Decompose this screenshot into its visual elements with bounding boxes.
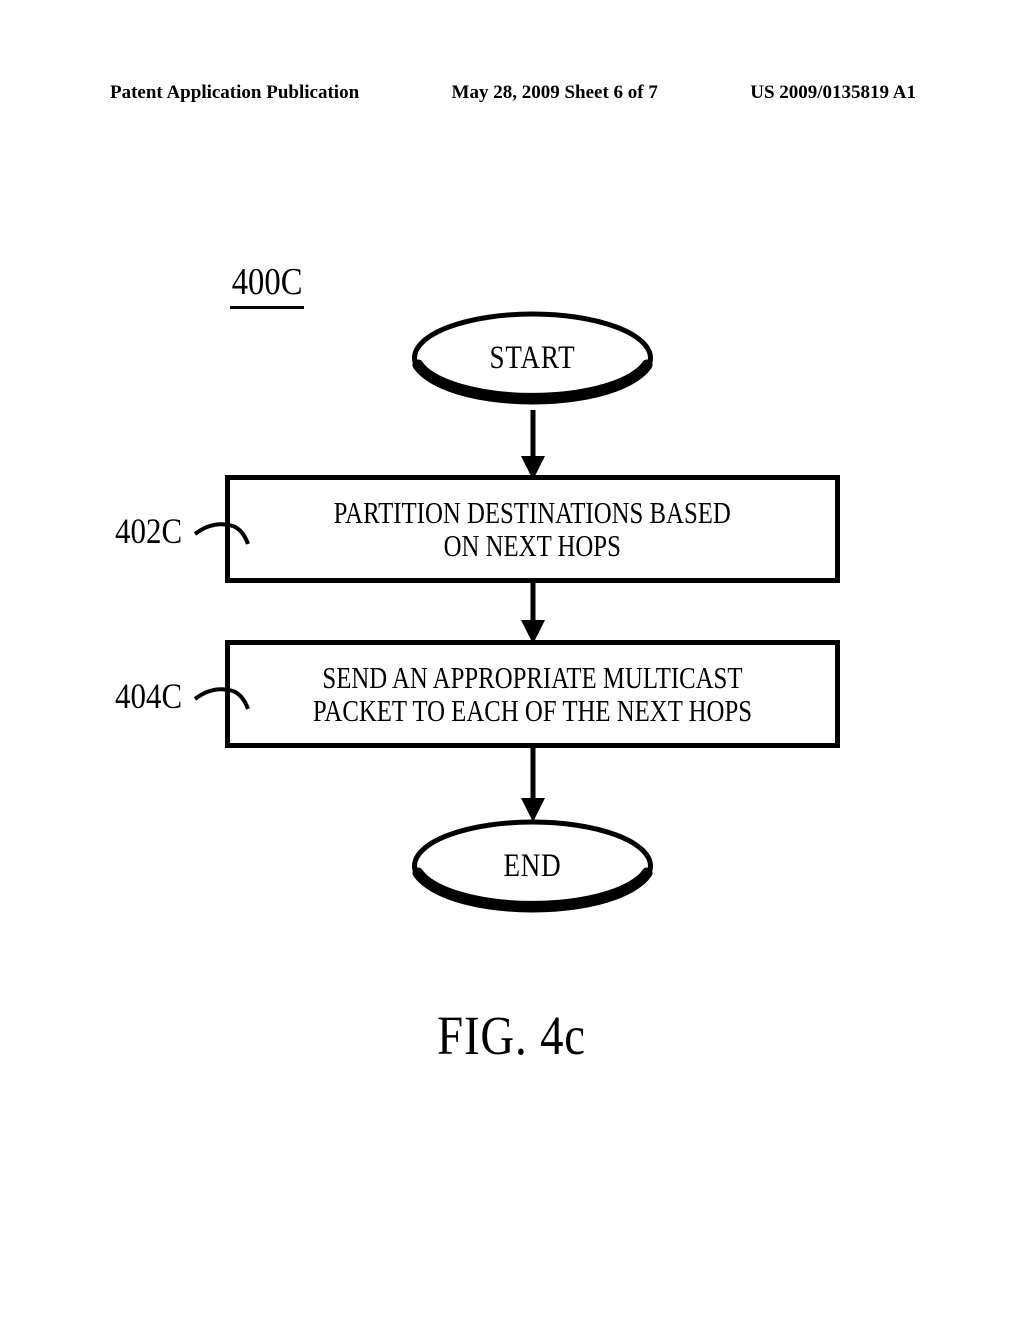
node-402c-text: PARTITION DESTINATIONS BASED ON NEXT HOP… bbox=[334, 496, 731, 563]
node-end: END bbox=[410, 818, 655, 920]
page: Patent Application Publication May 28, 2… bbox=[0, 0, 1024, 1320]
arrow-icon bbox=[518, 582, 548, 644]
node-start-label: START bbox=[432, 310, 633, 412]
node-404c: SEND AN APPROPRIATE MULTICAST PACKET TO … bbox=[225, 640, 840, 748]
node-402c: PARTITION DESTINATIONS BASED ON NEXT HOP… bbox=[225, 475, 840, 583]
figure-caption: FIG. 4c bbox=[0, 1004, 1024, 1067]
node-end-label: END bbox=[432, 818, 633, 920]
header-left: Patent Application Publication bbox=[110, 82, 359, 104]
arrow-icon bbox=[518, 410, 548, 480]
node-404c-text: SEND AN APPROPRIATE MULTICAST PACKET TO … bbox=[313, 661, 752, 728]
header-right: US 2009/0135819 A1 bbox=[750, 82, 916, 104]
flowchart-ref-400c: 400C bbox=[230, 260, 304, 309]
header-center: May 28, 2009 Sheet 6 of 7 bbox=[452, 82, 658, 104]
page-header: Patent Application Publication May 28, 2… bbox=[110, 82, 916, 104]
arrow-icon bbox=[518, 747, 548, 822]
leader-line-icon bbox=[193, 518, 253, 548]
flowchart: 400C START PARTITION DESTINATIONS BASED … bbox=[115, 260, 915, 1020]
node-start: START bbox=[410, 310, 655, 412]
leader-line-icon bbox=[193, 683, 253, 713]
